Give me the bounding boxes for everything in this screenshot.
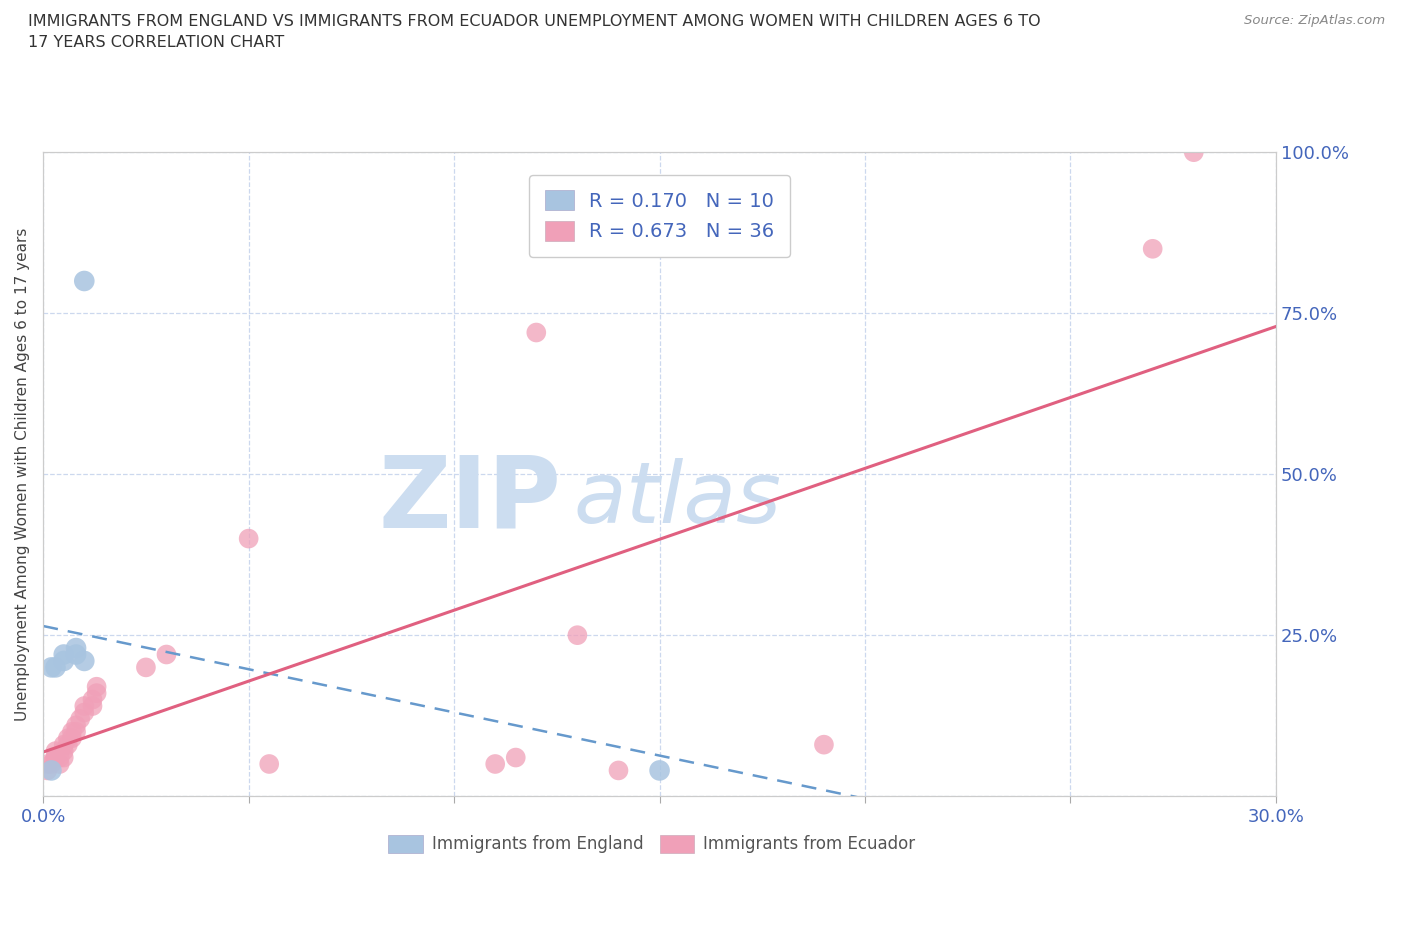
Point [505, 751, 527, 765]
Text: Immigrants from England: Immigrants from England [432, 835, 643, 853]
Point [73, 698, 96, 713]
Point [73, 654, 96, 669]
Point [86, 679, 108, 694]
Point [86, 685, 108, 700]
Point [56, 737, 79, 752]
Point [65, 718, 87, 733]
Point [60, 724, 83, 739]
Point [37, 763, 59, 777]
Point [52, 737, 75, 752]
Point [69, 711, 91, 726]
Point [65, 724, 87, 739]
Point [44, 751, 66, 765]
Point [524, 326, 547, 340]
Point [48, 751, 70, 765]
Point [648, 763, 671, 777]
Text: Immigrants from Ecuador: Immigrants from Ecuador [703, 835, 915, 853]
Point [52, 647, 75, 662]
Point [65, 641, 87, 656]
Point [52, 654, 75, 669]
Point [813, 737, 835, 752]
Point [65, 647, 87, 662]
Point [44, 751, 66, 765]
Point [52, 744, 75, 759]
Text: IMMIGRANTS FROM ENGLAND VS IMMIGRANTS FROM ECUADOR UNEMPLOYMENT AMONG WOMEN WITH: IMMIGRANTS FROM ENGLAND VS IMMIGRANTS FR… [28, 14, 1040, 50]
Point [56, 731, 79, 746]
Text: Source: ZipAtlas.com: Source: ZipAtlas.com [1244, 14, 1385, 27]
Text: ZIP: ZIP [378, 451, 561, 549]
Point [73, 705, 96, 720]
Point [73, 273, 96, 288]
Point [60, 731, 83, 746]
Point [1182, 145, 1205, 160]
Point [41, 763, 63, 777]
Point [82, 698, 104, 713]
Point [135, 660, 157, 675]
Point [484, 756, 506, 771]
Legend: R = 0.170   N = 10, R = 0.673   N = 36: R = 0.170 N = 10, R = 0.673 N = 36 [529, 175, 790, 257]
Point [44, 744, 66, 759]
Point [82, 692, 104, 707]
Point [41, 660, 63, 675]
Point [567, 628, 589, 643]
Point [44, 660, 66, 675]
Point [238, 531, 260, 546]
Point [37, 756, 59, 771]
Point [52, 751, 75, 765]
Point [257, 756, 280, 771]
Point [1142, 242, 1164, 257]
Point [41, 756, 63, 771]
Point [155, 647, 177, 662]
Y-axis label: Unemployment Among Women with Children Ages 6 to 17 years: Unemployment Among Women with Children A… [15, 228, 30, 721]
FancyBboxPatch shape [388, 835, 423, 853]
Point [48, 756, 70, 771]
FancyBboxPatch shape [659, 835, 695, 853]
Point [607, 763, 630, 777]
Text: atlas: atlas [574, 458, 782, 541]
